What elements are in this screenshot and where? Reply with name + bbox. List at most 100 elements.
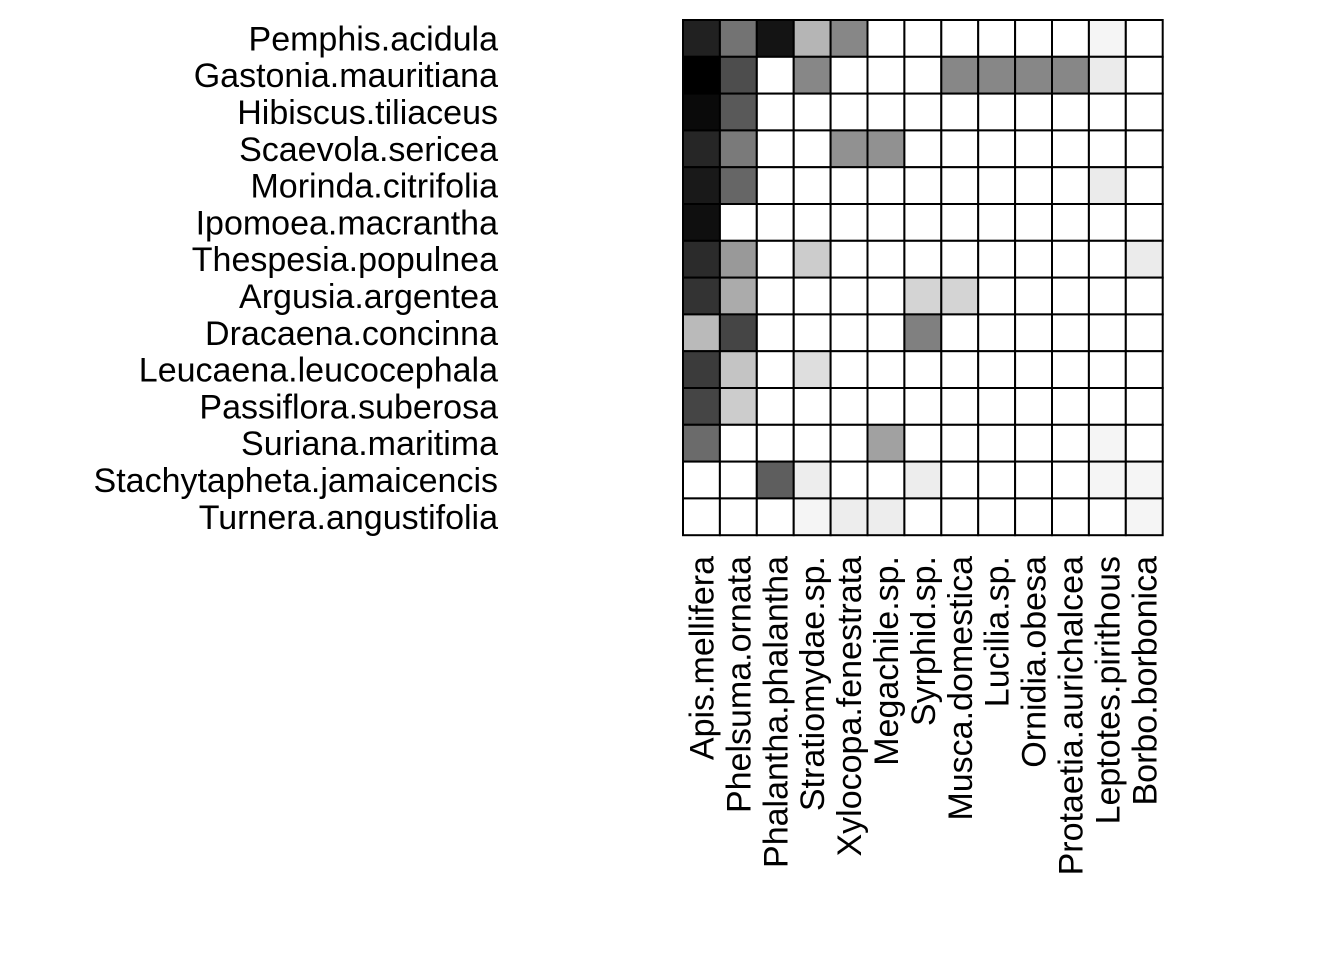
heatmap-cell	[1087, 19, 1127, 58]
heatmap-cell	[1087, 423, 1127, 463]
heatmap-cell	[829, 92, 869, 132]
heatmap-cell	[718, 55, 758, 95]
heatmap-cell	[792, 276, 832, 316]
heatmap-cell	[792, 55, 832, 95]
heatmap-cell	[1014, 313, 1053, 353]
heatmap-cell	[718, 497, 758, 537]
column-label: Ornidia.obesa	[1016, 556, 1054, 768]
heatmap-cells	[682, 19, 1164, 537]
heatmap-cell	[940, 387, 980, 426]
heatmap-cell	[829, 423, 869, 463]
column-label: Megachile.sp.	[868, 556, 906, 766]
heatmap-cell	[977, 55, 1017, 95]
heatmap-cell	[718, 239, 758, 279]
heatmap-cell	[829, 350, 869, 390]
heatmap-cell	[792, 19, 832, 58]
heatmap-cell	[792, 239, 832, 279]
row-label: Pemphis.acidula	[249, 20, 499, 58]
heatmap-cell	[1124, 497, 1164, 537]
heatmap-cell	[829, 239, 869, 279]
heatmap-cell	[1051, 350, 1090, 390]
heatmap-cell	[1051, 313, 1090, 353]
heatmap-cell	[829, 460, 869, 500]
heatmap-cell	[903, 313, 943, 353]
heatmap-cell	[682, 55, 721, 95]
heatmap-cell	[682, 350, 721, 390]
heatmap-cell	[866, 92, 906, 132]
heatmap-cell	[940, 92, 980, 132]
heatmap-cell	[682, 92, 721, 132]
heatmap-cell	[682, 460, 721, 500]
heatmap-cell	[866, 276, 906, 316]
heatmap-cell	[755, 460, 795, 500]
heatmap-cell	[1014, 276, 1053, 316]
heatmap-cell	[682, 497, 721, 537]
heatmap-cell	[1124, 55, 1164, 95]
column-label: Phalantha.phalantha	[757, 556, 795, 868]
heatmap-cell	[977, 423, 1017, 463]
heatmap-cell	[1087, 129, 1127, 169]
heatmap-cell	[940, 460, 980, 500]
heatmap-cell	[792, 203, 832, 242]
row-label: Hibiscus.tiliaceus	[237, 94, 498, 132]
heatmap-cell	[977, 387, 1017, 426]
heatmap-cell	[866, 497, 906, 537]
heatmap-cell	[718, 19, 758, 58]
heatmap-cell	[755, 19, 795, 58]
heatmap-cell	[866, 203, 906, 242]
heatmap-cell	[792, 460, 832, 500]
heatmap-cell	[866, 166, 906, 205]
heatmap-cell	[1051, 166, 1090, 205]
heatmap-cell	[903, 387, 943, 426]
column-labels: Apis.melliferaPhelsuma.ornataPhalantha.p…	[683, 556, 1164, 876]
column-label: Xylocopa.fenestrata	[831, 556, 869, 857]
heatmap-cell	[1087, 239, 1127, 279]
heatmap-cell	[829, 19, 869, 58]
heatmap-cell	[1124, 239, 1164, 279]
heatmap-cell	[1014, 129, 1053, 169]
heatmap-cell	[1124, 203, 1164, 242]
heatmap-cell	[755, 55, 795, 95]
heatmap-cell	[977, 460, 1017, 500]
heatmap-cell	[977, 276, 1017, 316]
heatmap-cell	[977, 497, 1017, 537]
heatmap-cell	[940, 129, 980, 169]
heatmap-cell	[792, 129, 832, 169]
column-label: Lucilia.sp.	[979, 556, 1017, 707]
heatmap-cell	[1124, 129, 1164, 169]
row-label: Argusia.argentea	[239, 278, 498, 316]
heatmap-cell	[1124, 460, 1164, 500]
heatmap-cell	[1124, 166, 1164, 205]
heatmap-cell	[1124, 19, 1164, 58]
heatmap-cell	[718, 166, 758, 205]
row-label: Passiflora.suberosa	[199, 388, 498, 426]
heatmap-cell	[755, 203, 795, 242]
heatmap-cell	[903, 460, 943, 500]
heatmap-cell	[940, 55, 980, 95]
heatmap-cell	[940, 497, 980, 537]
heatmap-cell	[718, 313, 758, 353]
heatmap-cell	[977, 19, 1017, 58]
column-label: Syrphid.sp.	[905, 556, 943, 726]
heatmap-cell	[903, 166, 943, 205]
heatmap-cell	[903, 55, 943, 95]
heatmap-cell	[829, 497, 869, 537]
heatmap-cell	[866, 129, 906, 169]
heatmap-cell	[718, 129, 758, 169]
heatmap-cell	[1124, 387, 1164, 426]
column-label: Stratiomydae.sp.	[794, 556, 832, 811]
heatmap-cell	[903, 92, 943, 132]
heatmap-cell	[866, 350, 906, 390]
heatmap-cell	[940, 239, 980, 279]
heatmap-cell	[940, 350, 980, 390]
heatmap-cell	[682, 166, 721, 205]
heatmap-cell	[866, 387, 906, 426]
heatmap-cell	[977, 350, 1017, 390]
heatmap-cell	[1051, 276, 1090, 316]
heatmap-cell	[792, 387, 832, 426]
heatmap-cell	[1087, 166, 1127, 205]
heatmap-cell	[1087, 92, 1127, 132]
row-label: Gastonia.mauritiana	[194, 57, 498, 95]
heatmap-cell	[755, 313, 795, 353]
